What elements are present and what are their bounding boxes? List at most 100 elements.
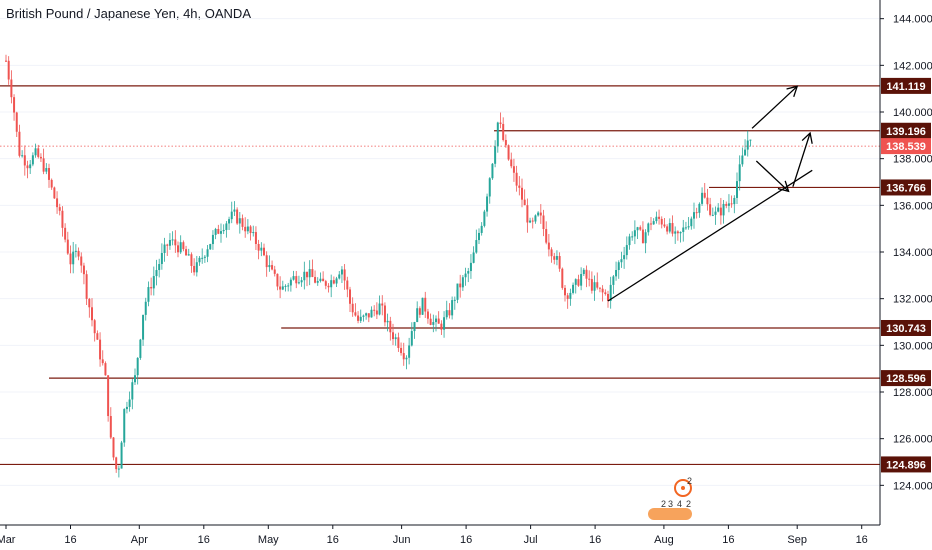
arrow-line[interactable] <box>751 85 798 129</box>
candle-body <box>265 255 268 268</box>
candle-body <box>66 239 69 254</box>
candle-body <box>295 276 298 284</box>
y-tick-label: 130.000 <box>893 340 932 352</box>
candle-body <box>373 309 376 311</box>
candle-body <box>303 271 306 281</box>
candle-body <box>566 295 569 299</box>
arrow-line[interactable] <box>755 160 790 192</box>
candle-body <box>507 145 510 160</box>
candle-body <box>29 164 32 169</box>
candle-body <box>58 207 61 211</box>
arrow-line[interactable] <box>792 132 811 187</box>
candle-body <box>416 308 419 323</box>
candle-body <box>644 232 647 244</box>
candle-body <box>612 276 615 285</box>
candle-body <box>746 140 749 150</box>
candle-body <box>472 252 475 263</box>
level-price-tag <box>881 456 931 473</box>
candle-body <box>139 339 142 358</box>
y-tick-label: 144.000 <box>893 14 932 26</box>
level-price-label: 130.743 <box>886 323 926 335</box>
candle-body <box>464 273 467 278</box>
candle-body <box>569 292 572 299</box>
candle-body <box>246 226 249 232</box>
candle-body <box>386 320 389 323</box>
candle-body <box>319 278 322 282</box>
candle-body <box>717 207 720 212</box>
candle-body <box>241 218 244 227</box>
candle-body <box>749 139 752 141</box>
candle-body <box>136 357 139 376</box>
candle-body <box>346 280 349 290</box>
candle-body <box>91 307 93 321</box>
candle-body <box>327 285 330 288</box>
candle-body <box>370 309 373 318</box>
candle-body <box>330 280 333 288</box>
candle-body <box>744 149 747 156</box>
price-axis[interactable]: 144.000 142.000 140.000 138.000 136.000 134.0… <box>880 14 932 493</box>
logo-digit: 3 <box>668 499 673 509</box>
x-tick-label: Mar <box>0 534 16 546</box>
candle-body <box>332 280 335 284</box>
current-price-label: 138.539 <box>886 141 926 153</box>
candle-body <box>389 320 392 333</box>
candle-body <box>292 276 295 280</box>
candle-body <box>322 278 325 282</box>
candle-body <box>397 337 400 348</box>
candle-body <box>340 269 343 275</box>
candle-body <box>537 212 540 216</box>
candle-body <box>555 256 558 260</box>
candle-body <box>596 282 599 288</box>
candle-body <box>131 382 134 400</box>
candle-body <box>155 270 158 277</box>
candle-body <box>679 231 682 234</box>
candle-body <box>601 288 604 293</box>
candle-body <box>426 311 429 319</box>
time-axis[interactable]: Mar 16 Apr 16 May 16 Jun 16 Jul 16 Aug 16 Sep 16 <box>0 525 868 546</box>
level-price-label: 141.119 <box>886 81 925 93</box>
candle-body <box>660 218 663 225</box>
candle-body <box>31 155 34 165</box>
candle-body <box>338 274 341 279</box>
y-tick-label: 134.000 <box>893 247 932 259</box>
candle-body <box>488 178 491 197</box>
level-price-tag <box>881 319 931 336</box>
y-tick-label: 132.000 <box>893 294 932 306</box>
y-tick-label: 128.000 <box>893 387 932 399</box>
candle-body <box>628 236 631 246</box>
candle-body <box>719 207 722 216</box>
candle-body <box>521 187 523 200</box>
candle-body <box>620 259 623 263</box>
candle-body <box>168 240 171 246</box>
candle-body <box>273 269 276 274</box>
candle-body <box>714 211 717 215</box>
candle-body <box>564 287 566 296</box>
candle-body <box>668 223 671 232</box>
candle-body <box>193 265 196 273</box>
candle-body <box>625 245 628 256</box>
candle-body <box>281 286 284 290</box>
candle-body <box>74 250 77 252</box>
logo-ring <box>674 479 692 497</box>
candle-body <box>150 287 153 289</box>
candle-body <box>392 332 394 340</box>
candle-body <box>217 228 220 234</box>
candle-body <box>491 163 494 179</box>
candle-body <box>190 254 193 266</box>
candle-body <box>158 264 161 271</box>
candle-body <box>268 265 271 268</box>
candle-body <box>650 223 652 225</box>
candle-body <box>440 323 443 330</box>
candle-body <box>725 203 728 206</box>
candle-body <box>228 219 231 224</box>
level-price-tag <box>881 370 931 387</box>
candle-body <box>152 276 155 289</box>
candle-body <box>448 310 451 316</box>
candle-body <box>115 457 118 470</box>
candle-body <box>647 223 650 233</box>
candle-body <box>343 269 346 281</box>
candle-body <box>636 227 639 231</box>
candle-body <box>107 375 110 417</box>
trend-line[interactable] <box>607 169 813 302</box>
